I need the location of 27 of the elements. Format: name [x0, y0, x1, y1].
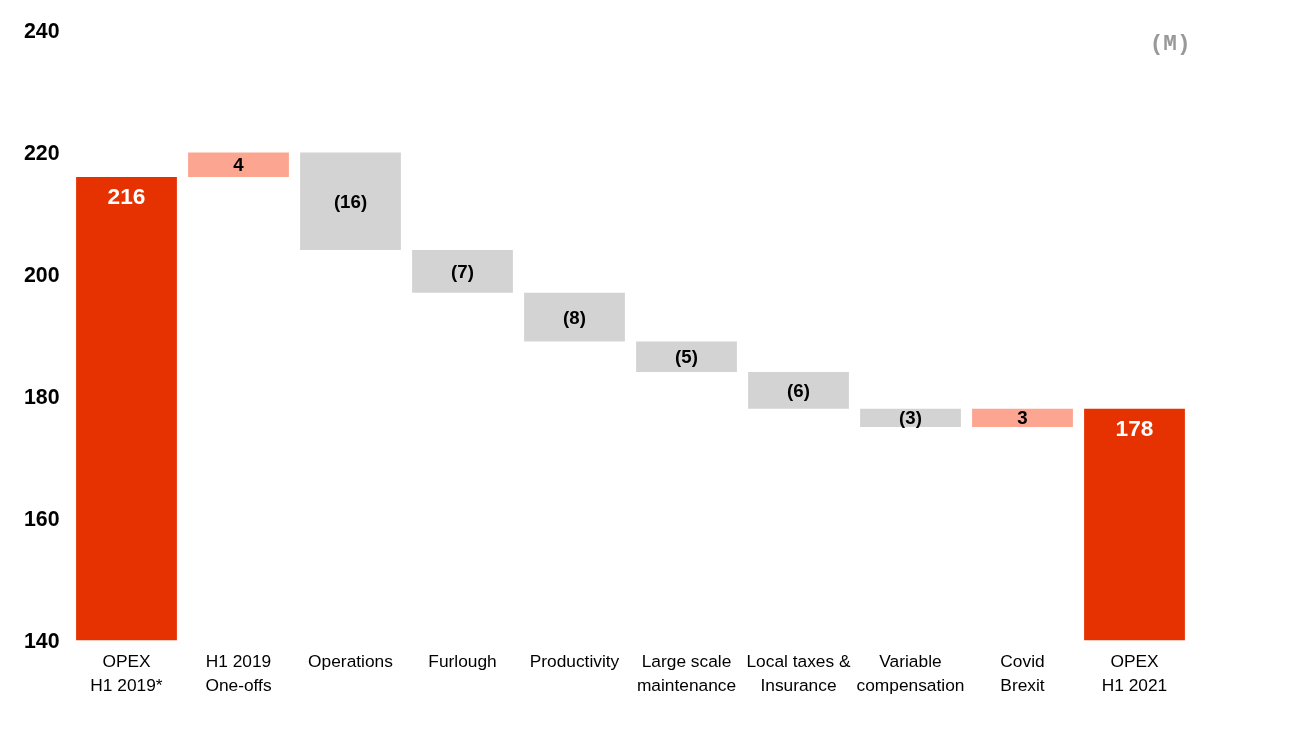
- x-tick-label: OPEX H1 2021: [1101, 650, 1168, 695]
- y-tick-label: 140: [23, 629, 60, 653]
- x-tick-label: H1 2019 One-offs: [205, 650, 272, 695]
- data-label: (7): [451, 260, 474, 282]
- y-tick-label: 180: [23, 385, 60, 409]
- data-label: 3: [1017, 407, 1028, 429]
- y-tick-label: 160: [23, 507, 60, 531]
- data-label: (6): [787, 379, 810, 401]
- data-label: (5): [675, 346, 698, 368]
- data-label: 178: [1115, 414, 1154, 441]
- x-tick-label: Local taxes & Insurance: [746, 650, 851, 695]
- x-tick-label: Large scale maintenance: [636, 650, 737, 695]
- data-label: (3): [899, 407, 922, 429]
- data-label: (16): [333, 190, 368, 212]
- x-tick-label: Productivity: [529, 650, 620, 671]
- x-tick-label: Covid Brexit: [1000, 650, 1045, 695]
- x-tick-label: Furlough: [428, 650, 497, 671]
- x-tick-label: Operations: [308, 650, 394, 671]
- x-tick-label: OPEX H1 2019*: [90, 650, 163, 695]
- data-label: 4: [233, 154, 245, 176]
- annotation: (M): [1149, 30, 1191, 57]
- data-label: 216: [107, 182, 146, 209]
- y-tick-label: 200: [23, 263, 60, 287]
- y-tick-label: 220: [23, 141, 60, 165]
- x-tick-label: Variable compensation: [856, 650, 965, 695]
- y-tick-label: 240: [23, 19, 60, 43]
- data-label: (8): [563, 306, 586, 328]
